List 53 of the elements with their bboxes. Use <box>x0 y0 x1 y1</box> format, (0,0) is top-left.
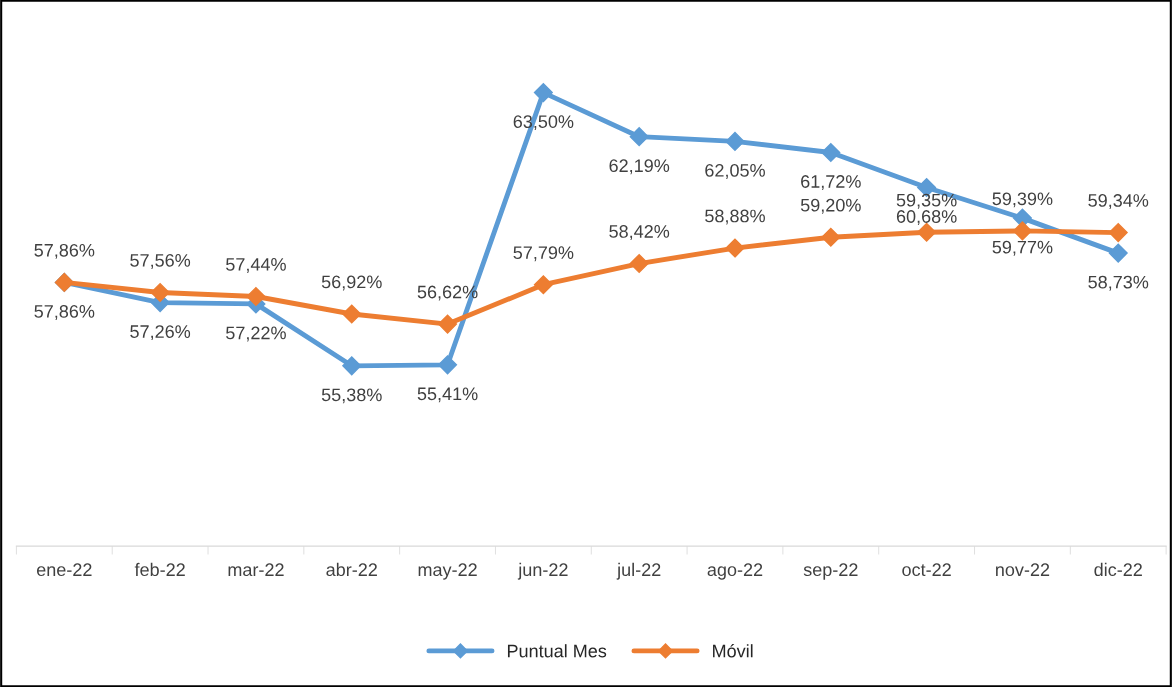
point <box>150 282 170 303</box>
point <box>725 131 745 151</box>
point <box>821 142 841 163</box>
data-label: 60,68% <box>896 210 957 226</box>
x-tick-label: sep-22 <box>803 563 858 580</box>
point <box>342 356 362 376</box>
data-label: 57,44% <box>226 258 286 273</box>
x-tick-label: oct-22 <box>902 563 951 577</box>
data-label: 59,34% <box>1088 194 1149 209</box>
x-tick-label: feb-22 <box>134 562 185 577</box>
point <box>533 83 553 103</box>
data-label: 56,92% <box>321 275 382 291</box>
point <box>1108 223 1128 243</box>
data-label: 57,79% <box>513 246 574 262</box>
data-label: 55,41% <box>417 387 478 403</box>
data-label: 55,38% <box>321 388 382 404</box>
point <box>246 286 266 307</box>
data-label: 58,88% <box>705 209 765 225</box>
point <box>725 238 745 258</box>
point <box>342 304 362 324</box>
point <box>1108 243 1128 263</box>
x-tick-label: jul-22 <box>616 562 661 580</box>
x-tick-label: jun-22 <box>517 562 568 580</box>
data-label: 58,73% <box>1088 275 1149 291</box>
point <box>629 127 649 147</box>
data-label: 57,86% <box>34 243 95 259</box>
point <box>1012 221 1032 241</box>
point <box>438 314 458 334</box>
point <box>629 253 649 274</box>
data-label: 57,86% <box>34 304 95 320</box>
x-tick-label: mar-22 <box>228 563 284 577</box>
point <box>438 355 458 375</box>
point <box>821 227 841 247</box>
data-label: 59,77% <box>992 240 1053 256</box>
x-tick-label: ago-22 <box>707 563 763 580</box>
point <box>533 275 553 295</box>
data-label: 59,20% <box>800 198 861 214</box>
data-label: 59,39% <box>992 192 1053 208</box>
data-label: 59,35% <box>896 193 957 209</box>
data-label: 57,26% <box>130 325 191 341</box>
x-tick-label: nov-22 <box>996 563 1050 577</box>
x-tick-label: ene-22 <box>36 563 92 577</box>
data-label: 58,42% <box>609 225 670 240</box>
x-tick-label: may-22 <box>418 563 477 580</box>
legend-label: Móvil <box>713 643 753 658</box>
data-label: 57,22% <box>226 326 286 342</box>
data-label: 57,56% <box>130 253 191 269</box>
x-tick-label: abr-22 <box>326 562 377 577</box>
data-label: 62,19% <box>609 159 670 175</box>
data-label: 61,72% <box>801 175 861 191</box>
data-label: 62,05% <box>705 164 765 179</box>
legend-label: Puntual Mes <box>507 644 607 658</box>
x-tick-label: dic-22 <box>1094 562 1142 577</box>
